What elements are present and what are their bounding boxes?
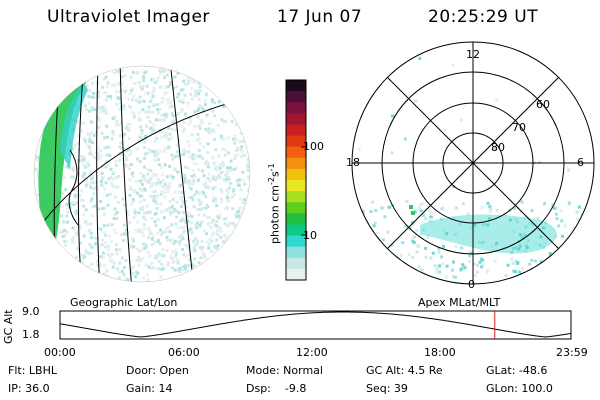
status-glon: GLon: 100.0 xyxy=(486,382,553,395)
orbit-y-label: GC Alt xyxy=(2,309,15,344)
status-gain: Gain: 14 xyxy=(126,382,173,395)
colorbar-swatch xyxy=(286,235,306,248)
colorbar-tick-10: 10 xyxy=(303,229,317,242)
aurora-limb-band xyxy=(38,72,88,262)
altitude-curve xyxy=(59,311,572,338)
colorbar-swatch xyxy=(286,191,306,203)
colorbar-swatch xyxy=(286,213,306,225)
colorbar-swatch xyxy=(286,91,306,103)
status-door: Door: Open xyxy=(126,364,189,377)
orbit-altitude-plot xyxy=(59,310,572,340)
left-panel-caption: Geographic Lat/Lon xyxy=(70,296,178,309)
status-gc-alt: GC Alt: 4.5 Re xyxy=(366,364,443,377)
colorbar-swatch xyxy=(286,135,306,148)
mlt-label-0: 0 xyxy=(468,278,475,291)
orbit-x-tick-1200: 12:00 xyxy=(296,346,328,359)
polar-emission-speckle xyxy=(357,56,585,284)
mlt-label-6: 6 xyxy=(577,156,584,169)
mlat-label-60: 60 xyxy=(536,98,550,111)
right-panel-caption: Apex MLat/MLT xyxy=(418,296,501,309)
status-seq: Seq: 39 xyxy=(366,382,408,395)
orbit-y-tick-min: 1.8 xyxy=(22,328,40,341)
status-glat: GLat: -48.6 xyxy=(486,364,548,377)
orbit-x-tick-0000: 00:00 xyxy=(44,346,76,359)
colorbar-swatch xyxy=(286,80,306,92)
mlat-label-80: 80 xyxy=(491,141,505,154)
colorbar-swatch xyxy=(286,146,306,159)
mlt-label-18: 18 xyxy=(346,156,360,169)
colorbar-unit-label: photon cm-2s-1 xyxy=(267,163,282,244)
status-mode: Mode: Normal xyxy=(246,364,323,377)
time-label: 20:25:29 UT xyxy=(428,7,539,27)
colorbar-swatch xyxy=(286,102,306,114)
colorbar xyxy=(285,79,307,281)
orbit-y-tick-max: 9.0 xyxy=(22,305,40,318)
colorbar-swatch xyxy=(286,180,306,192)
orbit-x-tick-0600: 06:00 xyxy=(168,346,200,359)
colorbar-swatch xyxy=(286,168,306,181)
date-label: 17 Jun 07 xyxy=(277,7,363,27)
colorbar-swatch xyxy=(286,268,306,281)
status-filter: Flt: LBHL xyxy=(8,364,57,377)
mlat-label-70: 70 xyxy=(512,121,526,134)
orbit-x-tick-1800: 18:00 xyxy=(424,346,456,359)
colorbar-swatch xyxy=(286,224,306,237)
instrument-title: Ultraviolet Imager xyxy=(47,7,210,27)
status-dsp: Dsp: -9.8 xyxy=(246,382,307,395)
geographic-image-panel xyxy=(33,65,251,283)
mlt-label-12: 12 xyxy=(466,48,480,61)
colorbar-swatch xyxy=(286,257,306,270)
colorbar-tick-100: 100 xyxy=(303,140,324,153)
colorbar-swatch xyxy=(286,157,306,170)
polar-mlat-mlt-plot xyxy=(351,41,595,285)
colorbar-swatch xyxy=(286,124,306,137)
colorbar-swatch xyxy=(286,113,306,125)
colorbar-swatch xyxy=(286,202,306,214)
orbit-x-tick-2359: 23:59 xyxy=(556,346,588,359)
colorbar-swatch xyxy=(286,246,306,259)
status-ip: IP: 36.0 xyxy=(8,382,50,395)
